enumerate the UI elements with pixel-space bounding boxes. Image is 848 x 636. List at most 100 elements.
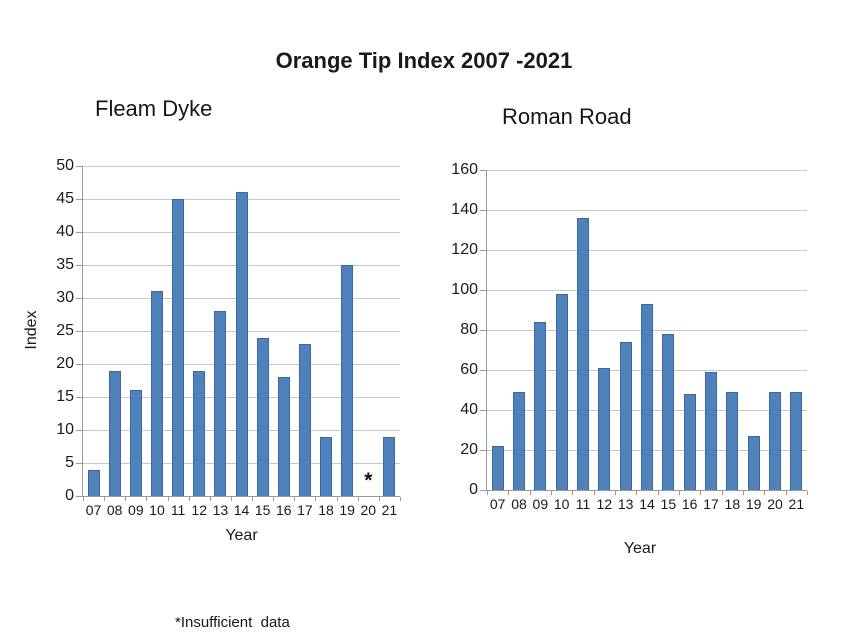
chart-title-fleam-dyke: Fleam Dyke xyxy=(95,96,213,121)
gridline-100 xyxy=(487,290,807,291)
x-tick-label-18: 18 xyxy=(318,502,334,518)
y-tick-60 xyxy=(480,370,487,371)
x-tick-8 xyxy=(252,497,254,501)
x-axis-line xyxy=(82,496,400,497)
x-tick-5 xyxy=(188,497,190,501)
x-tick-label-08: 08 xyxy=(106,502,123,518)
x-tick-7 xyxy=(636,491,638,495)
bar-11 xyxy=(577,218,589,490)
y-tick-80 xyxy=(480,330,487,331)
bar-14 xyxy=(235,192,248,496)
y-tick-30 xyxy=(76,298,83,299)
y-tick-140 xyxy=(480,210,487,211)
x-tick-label-14: 14 xyxy=(639,496,655,512)
y-tick-100 xyxy=(480,290,487,291)
y-tick-label-0: 0 xyxy=(469,481,478,498)
bar-20 xyxy=(769,392,781,490)
bar-18 xyxy=(320,437,333,496)
bar-19 xyxy=(747,436,760,490)
x-tick-3 xyxy=(551,491,552,495)
bar-15 xyxy=(662,334,675,490)
gridline-140 xyxy=(487,210,807,211)
y-tick-120 xyxy=(480,250,487,251)
x-tick-3 xyxy=(146,497,148,501)
x-tick-label-13: 13 xyxy=(617,496,634,512)
x-tick-14 xyxy=(378,497,380,501)
x-tick-0 xyxy=(83,497,84,501)
y-tick-label-30: 30 xyxy=(56,289,74,306)
x-tick-label-10: 10 xyxy=(149,502,165,518)
x-tick-label-09: 09 xyxy=(128,502,144,518)
x-tick-13 xyxy=(764,491,766,495)
plot-area-fleam-dyke: 0 5 10 15 20 25 30 35 40 45 50 07 08 09 10 11 12 13 14 15 16… xyxy=(56,157,401,518)
x-tick-label-07: 07 xyxy=(85,502,102,518)
x-tick-10 xyxy=(700,491,702,495)
x-tick-label-21: 21 xyxy=(788,496,805,512)
x-axis-label-year-right: Year xyxy=(623,540,657,557)
x-tick-13 xyxy=(357,497,359,501)
y-tick-0 xyxy=(480,490,487,491)
x-tick-label-17: 17 xyxy=(297,502,313,518)
y-tick-label-40: 40 xyxy=(460,401,478,418)
x-tick-12 xyxy=(743,491,744,495)
gridline-120 xyxy=(487,250,807,251)
x-tick-label-13: 13 xyxy=(212,502,229,518)
x-tick-2 xyxy=(529,491,531,495)
x-tick-12 xyxy=(336,497,338,501)
x-tick-label-12: 12 xyxy=(191,502,207,518)
footnote: *Insufficient data 2021 Estimated xyxy=(175,563,290,636)
y-tick-label-50: 50 xyxy=(56,157,74,174)
x-tick-label-15: 15 xyxy=(660,496,677,512)
x-tick-2 xyxy=(125,497,127,501)
x-tick-label-19: 19 xyxy=(745,496,762,512)
bar-10 xyxy=(150,291,163,496)
bar-12 xyxy=(193,371,206,496)
y-tick-label-80: 80 xyxy=(460,321,478,338)
bar-18 xyxy=(726,392,739,490)
bar-16 xyxy=(683,394,696,490)
y-tick-35 xyxy=(76,265,83,266)
x-tick-1 xyxy=(104,497,106,501)
annotation-asterisk-20: * xyxy=(364,469,373,492)
y-tick-160 xyxy=(480,170,487,171)
x-tick-7 xyxy=(230,497,232,501)
x-tick-label-21: 21 xyxy=(381,502,398,518)
bar-13 xyxy=(619,342,632,490)
y-tick-label-120: 120 xyxy=(451,241,478,258)
y-tick-5 xyxy=(76,463,83,464)
bar-19 xyxy=(341,265,354,496)
x-tick-15 xyxy=(400,497,401,501)
x-tick-9 xyxy=(679,491,680,495)
bar-15 xyxy=(256,338,269,496)
y-tick-10 xyxy=(76,430,83,431)
x-tick-label-10: 10 xyxy=(553,496,570,512)
x-tick-11 xyxy=(721,491,723,495)
x-tick-6 xyxy=(615,491,616,495)
bar-17 xyxy=(298,344,311,496)
bar-07 xyxy=(87,470,100,496)
y-tick-label-15: 15 xyxy=(56,388,74,405)
plot-area-roman-road: 0 20 40 60 80 100 120 140 160 07 08 09 10 11 12 13 14 15 1… xyxy=(451,161,808,512)
x-tick-6 xyxy=(209,497,211,501)
y-tick-0 xyxy=(76,496,83,497)
x-tick-label-16: 16 xyxy=(275,502,292,518)
x-tick-label-15: 15 xyxy=(254,502,271,518)
y-tick-15 xyxy=(76,397,83,398)
x-tick-label-17: 17 xyxy=(703,496,719,512)
bar-11 xyxy=(172,199,185,496)
bar-21 xyxy=(790,392,803,490)
bar-13 xyxy=(214,311,227,496)
bar-16 xyxy=(277,377,290,496)
x-tick-9 xyxy=(273,497,275,501)
bar-21 xyxy=(383,437,396,496)
x-tick-14 xyxy=(785,491,787,495)
x-tick-5 xyxy=(593,491,595,495)
x-tick-0 xyxy=(487,491,488,495)
x-tick-label-08: 08 xyxy=(511,496,527,512)
bar-09 xyxy=(534,322,547,490)
y-tick-25 xyxy=(76,331,83,332)
x-tick-1 xyxy=(508,491,510,495)
bar-08 xyxy=(108,371,121,496)
y-tick-45 xyxy=(76,199,83,200)
